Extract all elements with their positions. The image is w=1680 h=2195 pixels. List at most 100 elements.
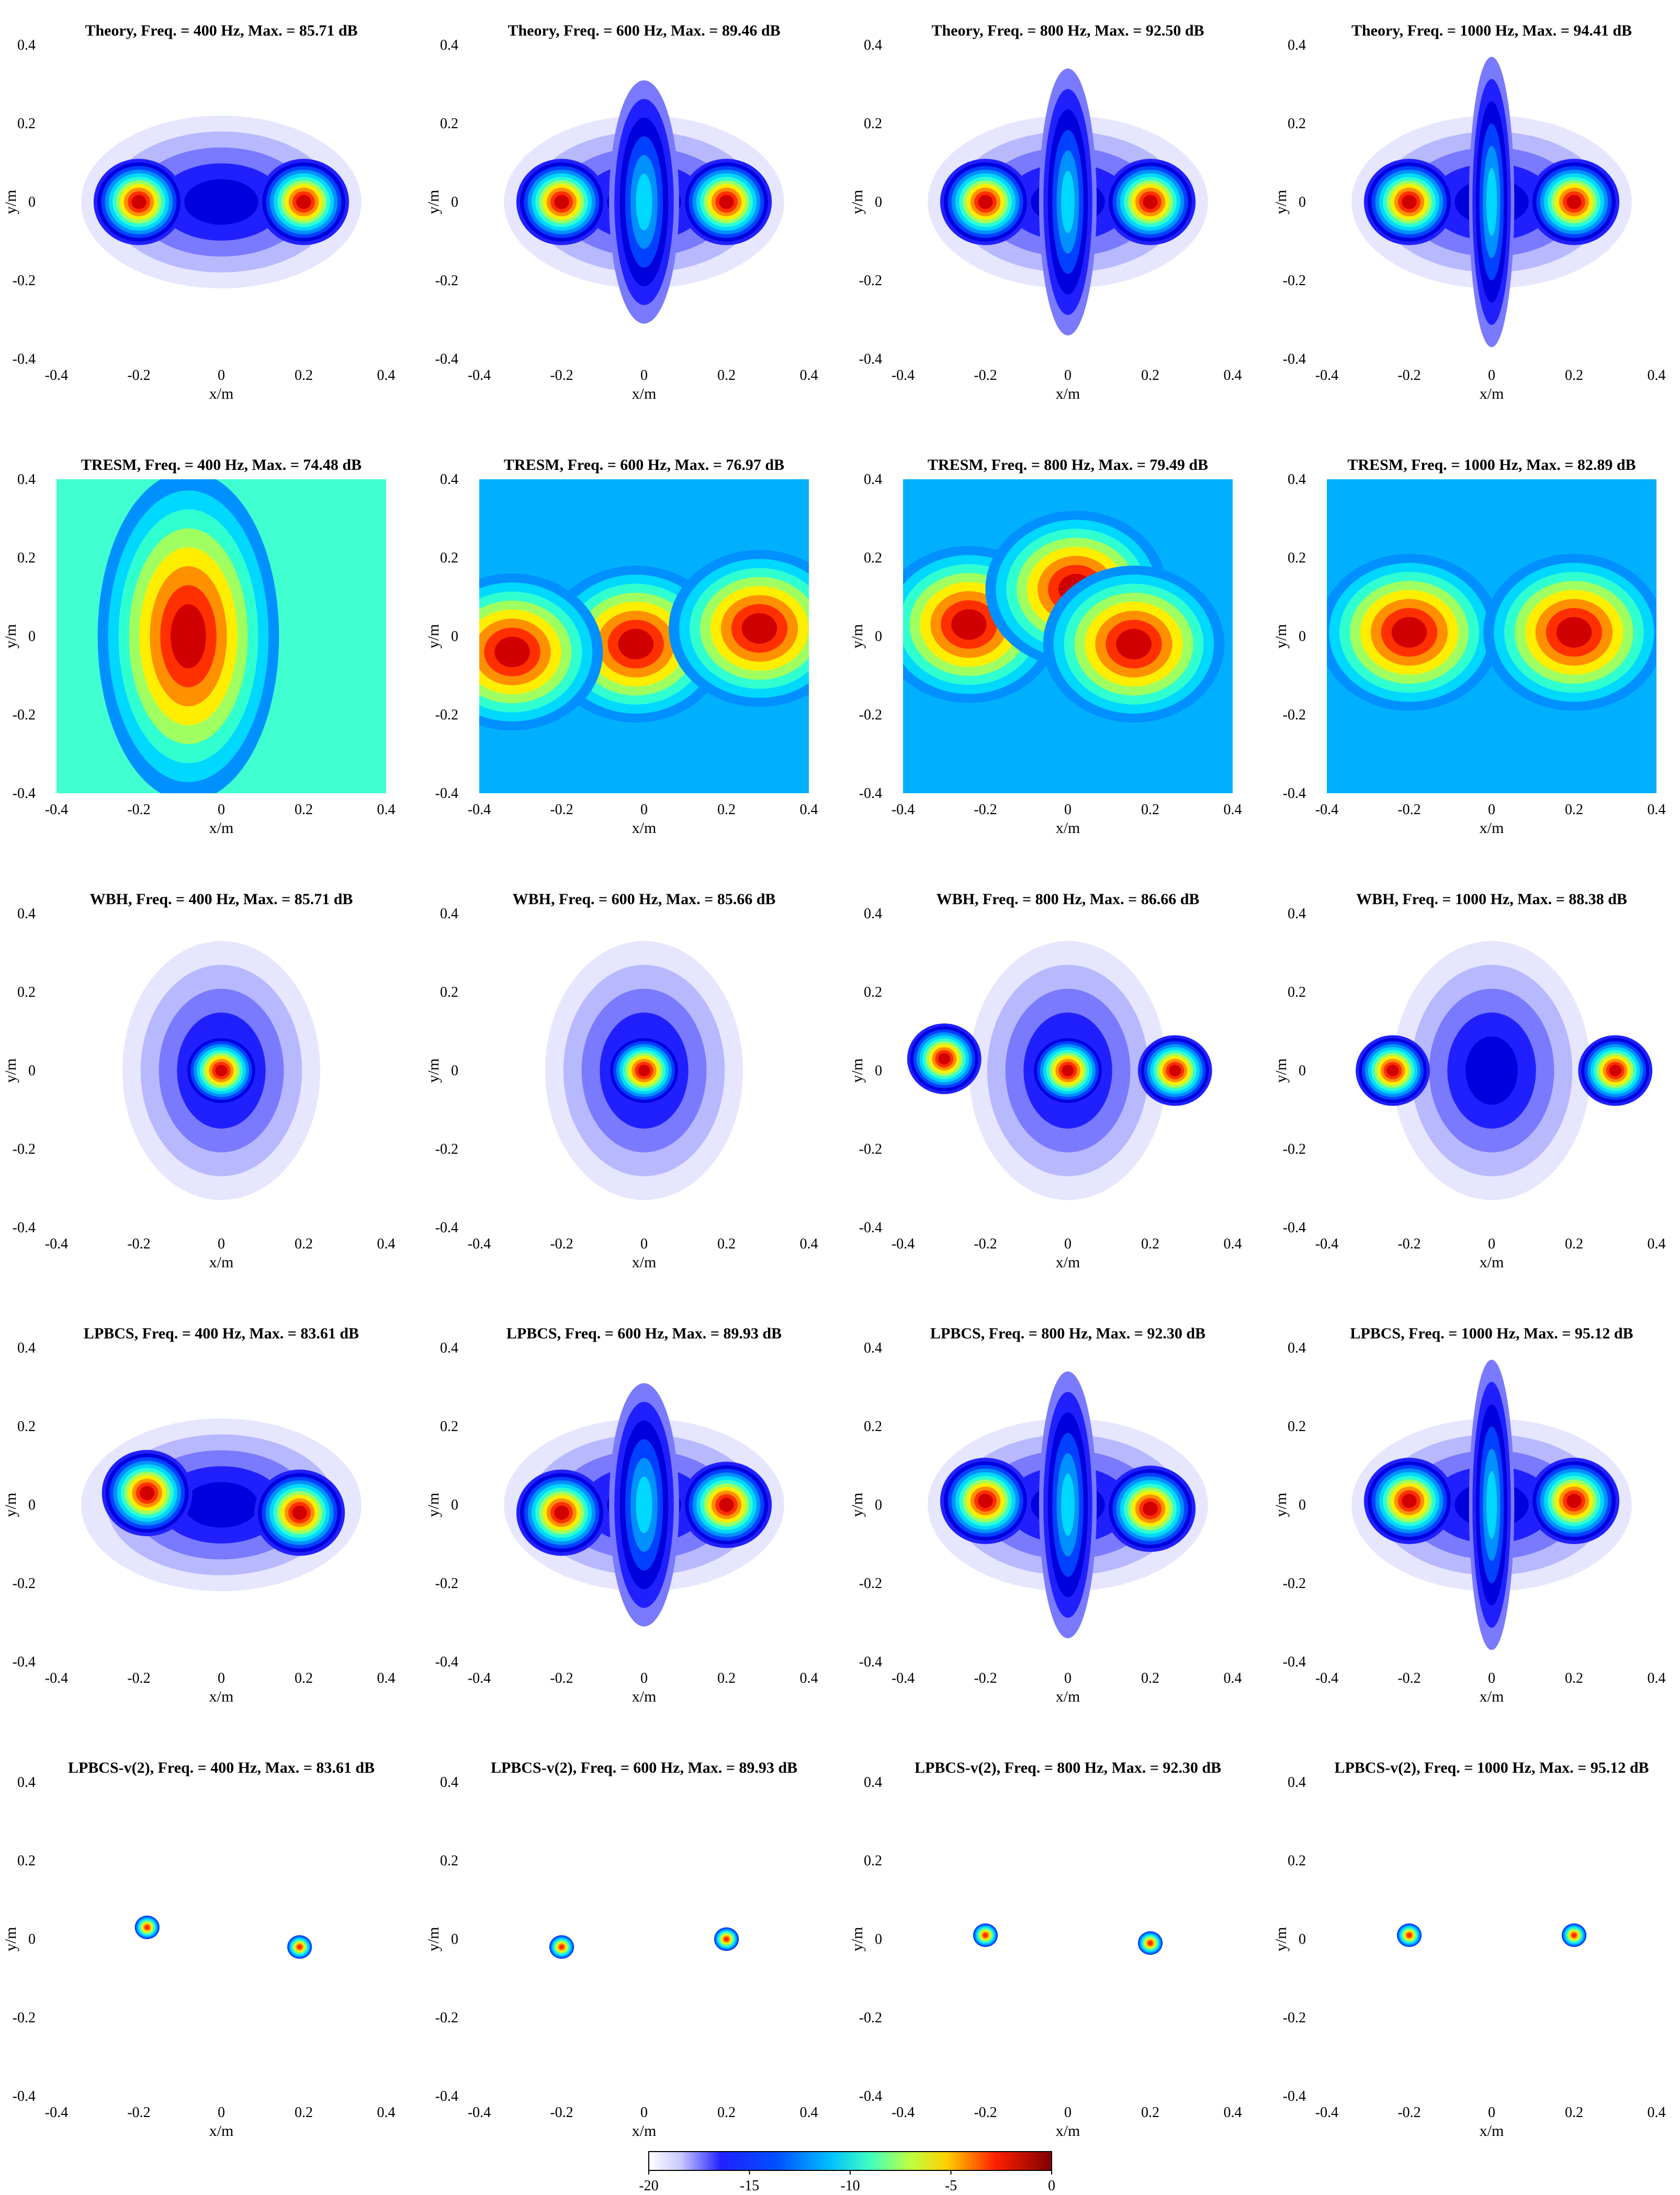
y-tick-label: -0.4 bbox=[1283, 1220, 1306, 1236]
y-axis-label: y/m bbox=[1272, 1493, 1290, 1517]
y-tick-label: 0.4 bbox=[864, 906, 882, 922]
x-tick-label: 0.2 bbox=[1565, 802, 1583, 818]
x-tick-label: -0.4 bbox=[1315, 367, 1338, 384]
x-tick-label: 0.4 bbox=[1224, 1236, 1242, 1252]
y-tick-label: 0.2 bbox=[17, 1853, 36, 1869]
y-tick-label: -0.2 bbox=[13, 2010, 36, 2026]
x-axis-label: x/m bbox=[209, 1688, 234, 1705]
y-axis-label: y/m bbox=[425, 1059, 442, 1083]
y-tick-label: 0 bbox=[28, 1063, 36, 1079]
y-tick-label: 0.2 bbox=[17, 116, 36, 132]
panel-title: TRESM, Freq. = 400 Hz, Max. = 74.48 dB bbox=[81, 456, 362, 474]
y-tick-label: 0 bbox=[451, 1931, 458, 1948]
y-tick-label: -0.2 bbox=[13, 1141, 36, 1157]
panel-title: LPBCS, Freq. = 800 Hz, Max. = 92.30 dB bbox=[930, 1325, 1205, 1342]
y-tick-label: -0.2 bbox=[435, 1141, 458, 1157]
y-tick-label: 0 bbox=[28, 1931, 36, 1948]
y-tick-label: -0.2 bbox=[435, 707, 458, 723]
source-lobe-0-level bbox=[140, 1486, 155, 1500]
panel-wbh-400: WBH, Freq. = 400 Hz, Max. = 85.71 dB -0.4… bbox=[2, 891, 396, 1271]
panel-tresm-800: TRESM, Freq. = 800 Hz, Max. = 79.49 dB -0… bbox=[849, 456, 1242, 837]
x-tick-label: -0.4 bbox=[892, 1236, 915, 1252]
y-tick-label: -0.4 bbox=[13, 2088, 36, 2104]
x-tick-label: 0 bbox=[640, 802, 648, 818]
x-tick-label: -0.2 bbox=[550, 367, 573, 384]
colorbar: -20 -15 -10 -5 0 bbox=[639, 2151, 1055, 2194]
y-axis-label: y/m bbox=[849, 1493, 866, 1517]
y-tick-label: 0 bbox=[1299, 1931, 1306, 1948]
x-tick-label: 0.2 bbox=[295, 802, 313, 818]
panel-lpbcs-600: LPBCS, Freq. = 600 Hz, Max. = 89.93 dB -0… bbox=[425, 1325, 818, 1705]
y-tick-label: 0.4 bbox=[864, 1340, 882, 1356]
y-tick-label: -0.2 bbox=[435, 1575, 458, 1592]
y-tick-label: 0.2 bbox=[864, 1419, 882, 1435]
y-tick-label: 0 bbox=[1299, 1063, 1306, 1079]
y-tick-label: -0.4 bbox=[13, 1654, 36, 1670]
y-tick-label: -0.2 bbox=[859, 273, 882, 289]
heatmap-field bbox=[1351, 1359, 1632, 1650]
heatmap-field bbox=[81, 1419, 362, 1591]
x-tick-label: -0.4 bbox=[468, 2104, 491, 2121]
x-axis-label: x/m bbox=[632, 2122, 657, 2140]
panel-title: LPBCS-v(2), Freq. = 800 Hz, Max. = 92.30… bbox=[915, 1759, 1221, 1776]
x-tick-label: -0.2 bbox=[127, 2104, 150, 2121]
y-tick-label: 0.4 bbox=[864, 1774, 882, 1791]
source-lobe-1-level bbox=[292, 1505, 307, 1520]
y-tick-label: -0.4 bbox=[1283, 785, 1306, 802]
y-tick-label: -0.4 bbox=[1283, 1654, 1306, 1670]
y-tick-label: 0.4 bbox=[17, 471, 36, 488]
y-axis-label: y/m bbox=[1272, 1059, 1290, 1083]
y-tick-label: 0.2 bbox=[864, 984, 882, 1000]
y-tick-label: 0 bbox=[1299, 194, 1306, 210]
colorbar-tick-label: -5 bbox=[945, 2178, 957, 2194]
x-tick-label: 0.4 bbox=[377, 2104, 396, 2121]
panel-title: LPBCS, Freq. = 600 Hz, Max. = 89.93 dB bbox=[506, 1325, 782, 1342]
source-lobe-1-level bbox=[719, 1498, 734, 1512]
x-tick-label: 0.4 bbox=[1648, 802, 1666, 818]
x-tick-label: 0.4 bbox=[1224, 1670, 1242, 1686]
heatmap-field bbox=[504, 80, 784, 324]
x-tick-label: 0.2 bbox=[717, 2104, 736, 2121]
source-lobe-2-level bbox=[1169, 1065, 1181, 1076]
x-tick-label: 0.2 bbox=[1141, 802, 1159, 818]
y-axis-label: y/m bbox=[2, 1493, 19, 1517]
x-axis-label: x/m bbox=[632, 1688, 657, 1705]
y-tick-label: 0.2 bbox=[17, 1419, 36, 1435]
source-lobe-1-level bbox=[1143, 1502, 1158, 1516]
x-tick-label: 0.4 bbox=[800, 1670, 818, 1686]
y-axis-label: y/m bbox=[425, 1927, 442, 1952]
y-tick-label: -0.4 bbox=[1283, 2088, 1306, 2104]
x-tick-label: -0.2 bbox=[550, 2104, 573, 2121]
y-tick-label: -0.4 bbox=[859, 1220, 882, 1236]
x-tick-label: 0 bbox=[640, 1236, 648, 1252]
y-tick-label: 0.4 bbox=[440, 471, 458, 488]
x-tick-label: 0.2 bbox=[1141, 1670, 1159, 1686]
y-tick-label: -0.4 bbox=[435, 785, 458, 802]
y-tick-label: 0.4 bbox=[440, 906, 458, 922]
y-tick-label: -0.2 bbox=[1283, 273, 1306, 289]
x-tick-label: 0.4 bbox=[1648, 367, 1666, 384]
y-axis-label: y/m bbox=[425, 1493, 442, 1517]
x-tick-label: 0 bbox=[1064, 367, 1072, 384]
y-tick-label: -0.2 bbox=[1283, 707, 1306, 723]
y-tick-label: 0 bbox=[451, 1497, 458, 1513]
panel-title: Theory, Freq. = 600 Hz, Max. = 89.46 dB bbox=[508, 22, 780, 39]
x-axis-label: x/m bbox=[1480, 1254, 1504, 1271]
source-lobe-1-level bbox=[1566, 195, 1582, 209]
colorbar-tick-label: 0 bbox=[1048, 2178, 1055, 2194]
x-axis-label: x/m bbox=[1480, 385, 1504, 402]
y-tick-label: -0.2 bbox=[1283, 1575, 1306, 1592]
x-tick-label: 0.2 bbox=[1565, 367, 1583, 384]
x-tick-label: -0.2 bbox=[127, 802, 150, 818]
x-tick-label: -0.4 bbox=[468, 367, 491, 384]
y-tick-label: 0.2 bbox=[440, 116, 458, 132]
x-tick-label: 0.4 bbox=[800, 802, 818, 818]
y-axis-label: y/m bbox=[1272, 1927, 1290, 1952]
y-tick-label: 0.4 bbox=[17, 37, 36, 53]
central-lobe-level bbox=[1061, 1473, 1075, 1536]
x-axis-label: x/m bbox=[1056, 385, 1080, 402]
y-tick-label: 0.2 bbox=[864, 1853, 882, 1869]
x-tick-label: 0 bbox=[640, 367, 648, 384]
heatmap-field bbox=[1351, 57, 1632, 347]
panel-title: LPBCS-v(2), Freq. = 600 Hz, Max. = 89.93… bbox=[491, 1759, 797, 1776]
